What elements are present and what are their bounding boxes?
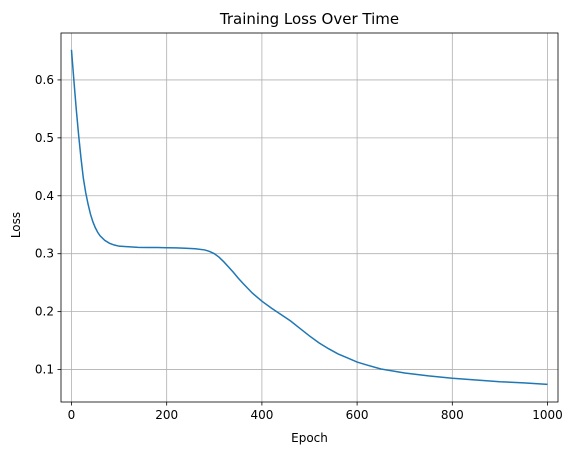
x-axis-label: Epoch	[291, 431, 328, 445]
y-tick-label: 0.4	[35, 189, 54, 203]
y-tick-label: 0.2	[35, 305, 54, 319]
y-tick-label: 0.5	[35, 131, 54, 145]
series-line-loss	[70, 49, 548, 386]
x-tick-label: 600	[346, 408, 369, 422]
x-tick-label: 200	[155, 408, 178, 422]
y-tick-label: 0.1	[35, 363, 54, 377]
x-tick-label: 0	[68, 408, 76, 422]
y-tick-label: 0.3	[35, 247, 54, 261]
plot-frame	[60, 32, 559, 403]
x-tick-label: 800	[441, 408, 464, 422]
tick-labels: 0 200 400 600 800 1000 0.1 0.2 0.3 0.4 0.5 0.6	[35, 73, 563, 422]
axis-ticks	[57, 79, 548, 406]
chart-title: Training Loss Over Time	[219, 10, 399, 28]
x-tick-label: 1000	[532, 408, 563, 422]
grid-lines	[61, 33, 558, 402]
y-axis-label: Loss	[9, 212, 23, 238]
y-tick-label: 0.6	[35, 73, 54, 87]
x-tick-label: 400	[250, 408, 273, 422]
